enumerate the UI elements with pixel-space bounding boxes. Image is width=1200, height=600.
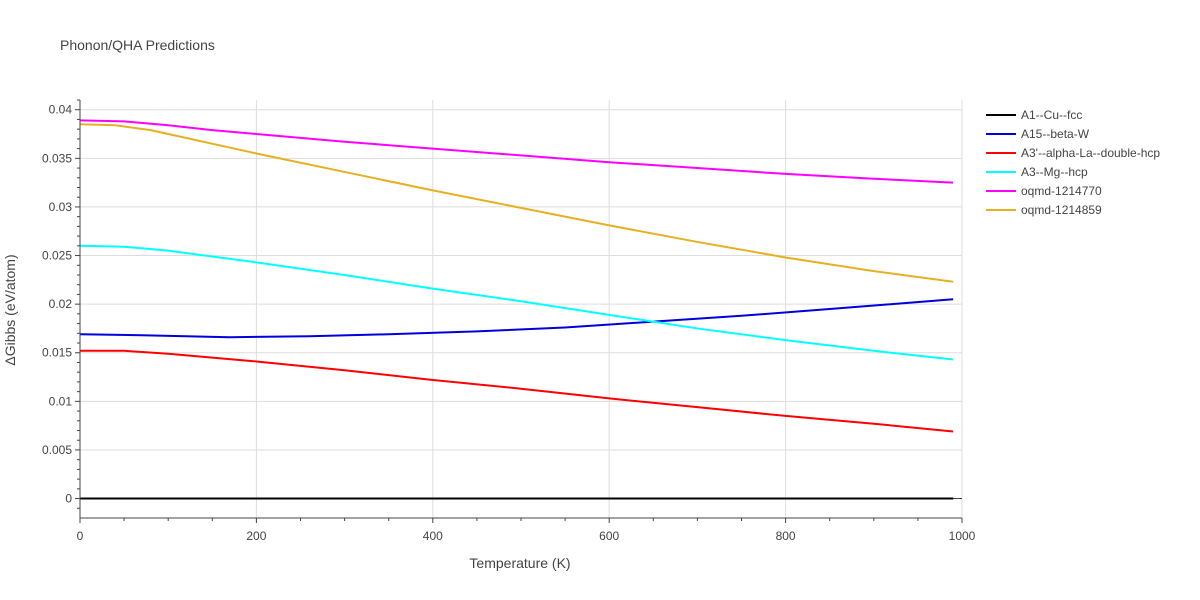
legend-label: A1--Cu--fcc	[1021, 108, 1082, 122]
y-tick-label: 0.03	[49, 200, 73, 214]
y-tick-label: 0.035	[42, 151, 72, 165]
legend-label: oqmd-1214770	[1021, 184, 1102, 198]
x-tick-label: 800	[776, 529, 796, 543]
y-tick-label: 0.04	[49, 103, 73, 117]
tick-labels: 0 200 400 600 800 1000 0 0.005 0.01 0.015 0.02 0.02…	[42, 103, 976, 543]
y-tick-label: 0.02	[49, 297, 73, 311]
series-line-oqmd-1214859	[79, 123, 954, 283]
x-tick-label: 600	[599, 529, 619, 543]
legend-label: A3--Mg--hcp	[1021, 165, 1088, 179]
x-tick-label: 0	[77, 529, 84, 543]
y-tick-label: 0.015	[42, 346, 72, 360]
grid	[80, 100, 963, 518]
y-axis-title: ΔGibbs (eV/atom)	[2, 254, 18, 365]
legend: A1--Cu--fcc A15--beta-W A3'--alpha-La--dou…	[986, 108, 1160, 217]
chart-title: Phonon/QHA Predictions	[60, 37, 215, 53]
series-line-a3-alpha-la-double-hcp	[80, 349, 954, 433]
x-tick-label: 200	[246, 529, 266, 543]
x-axis-title: Temperature (K)	[469, 555, 570, 571]
plot-series	[79, 119, 954, 500]
legend-label: A15--beta-W	[1021, 127, 1090, 141]
x-tick-label: 1000	[949, 529, 976, 543]
series-line-a15-beta-w	[79, 298, 954, 339]
y-tick-label: 0.025	[42, 249, 72, 263]
axes	[75, 99, 963, 523]
legend-label: A3'--alpha-La--double-hcp	[1021, 146, 1160, 160]
y-tick-label: 0	[65, 492, 72, 506]
x-tick-label: 400	[423, 529, 443, 543]
series-line-a3-mg-hcp	[79, 244, 954, 361]
y-tick-label: 0.01	[49, 394, 73, 408]
y-tick-label: 0.005	[42, 443, 72, 457]
legend-label: oqmd-1214859	[1021, 203, 1102, 217]
series-line-oqmd-1214770	[79, 119, 954, 184]
